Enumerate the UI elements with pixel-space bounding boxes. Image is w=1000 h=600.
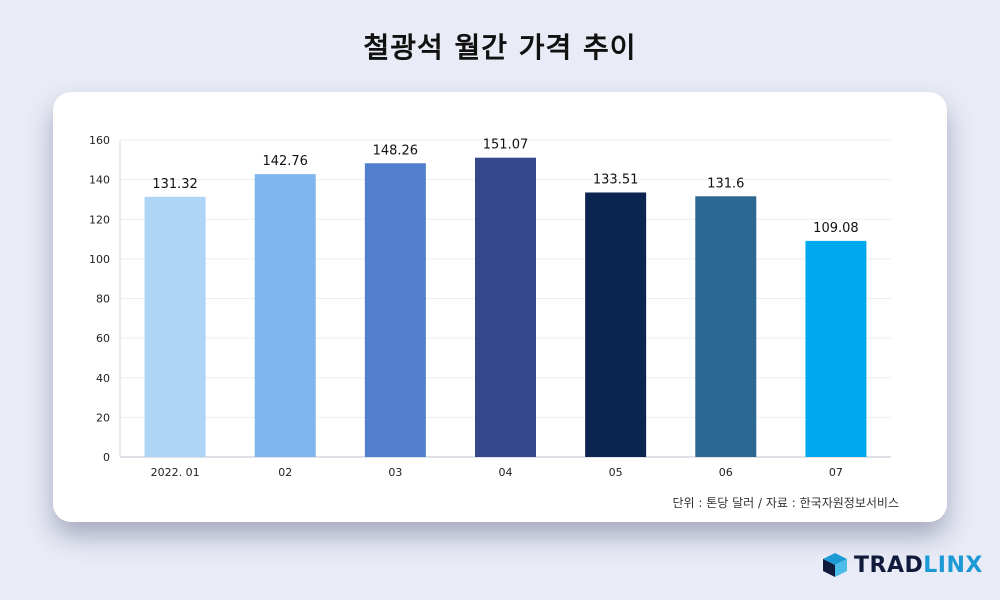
data-label: 133.51 — [593, 172, 639, 187]
data-label: 131.6 — [707, 176, 744, 191]
bar — [585, 192, 647, 457]
y-tick-label: 140 — [89, 174, 110, 187]
y-tick-label: 120 — [89, 213, 110, 226]
cube-icon — [823, 553, 847, 577]
data-label: 131.32 — [152, 177, 198, 192]
bar — [695, 196, 757, 457]
data-label: 151.07 — [483, 138, 529, 153]
data-label: 142.76 — [262, 154, 308, 169]
brand-text-part2: LINX — [923, 552, 983, 578]
x-tick-label: 03 — [388, 466, 402, 479]
y-tick-label: 0 — [103, 451, 110, 464]
y-tick-label: 60 — [96, 332, 110, 345]
x-tick-label: 07 — [829, 466, 843, 479]
page-title: 철광석 월간 가격 추이 — [363, 31, 637, 64]
y-tick-label: 20 — [96, 411, 110, 424]
x-tick-label: 06 — [719, 466, 733, 479]
brand-text: TRADLINX — [854, 553, 983, 578]
data-label: 148.26 — [373, 143, 419, 158]
y-tick-label: 160 — [89, 134, 110, 147]
tradlinx-logo: TRADLINX — [822, 550, 983, 580]
x-tick-label: 05 — [609, 466, 623, 479]
bar — [254, 174, 316, 458]
bar — [144, 196, 206, 457]
y-tick-label: 80 — [96, 293, 110, 306]
source-note: 단위 : 톤당 달러 / 자료 : 한국자원정보서비스 — [672, 496, 899, 510]
bar — [475, 157, 536, 457]
x-tick-label: 02 — [278, 466, 292, 479]
x-tick-label: 04 — [499, 466, 513, 479]
chart-card: 0 20 40 60 80 100 120 140 160 131.32 2022. 01 142.7… — [53, 92, 947, 522]
bar — [364, 163, 426, 457]
y-tick-label: 40 — [96, 372, 110, 385]
data-label: 109.08 — [813, 221, 859, 236]
y-tick-label: 100 — [89, 253, 110, 266]
bar — [805, 240, 867, 457]
x-tick-label: 2022. 01 — [151, 466, 200, 479]
brand-text-part1: TRAD — [854, 552, 924, 578]
